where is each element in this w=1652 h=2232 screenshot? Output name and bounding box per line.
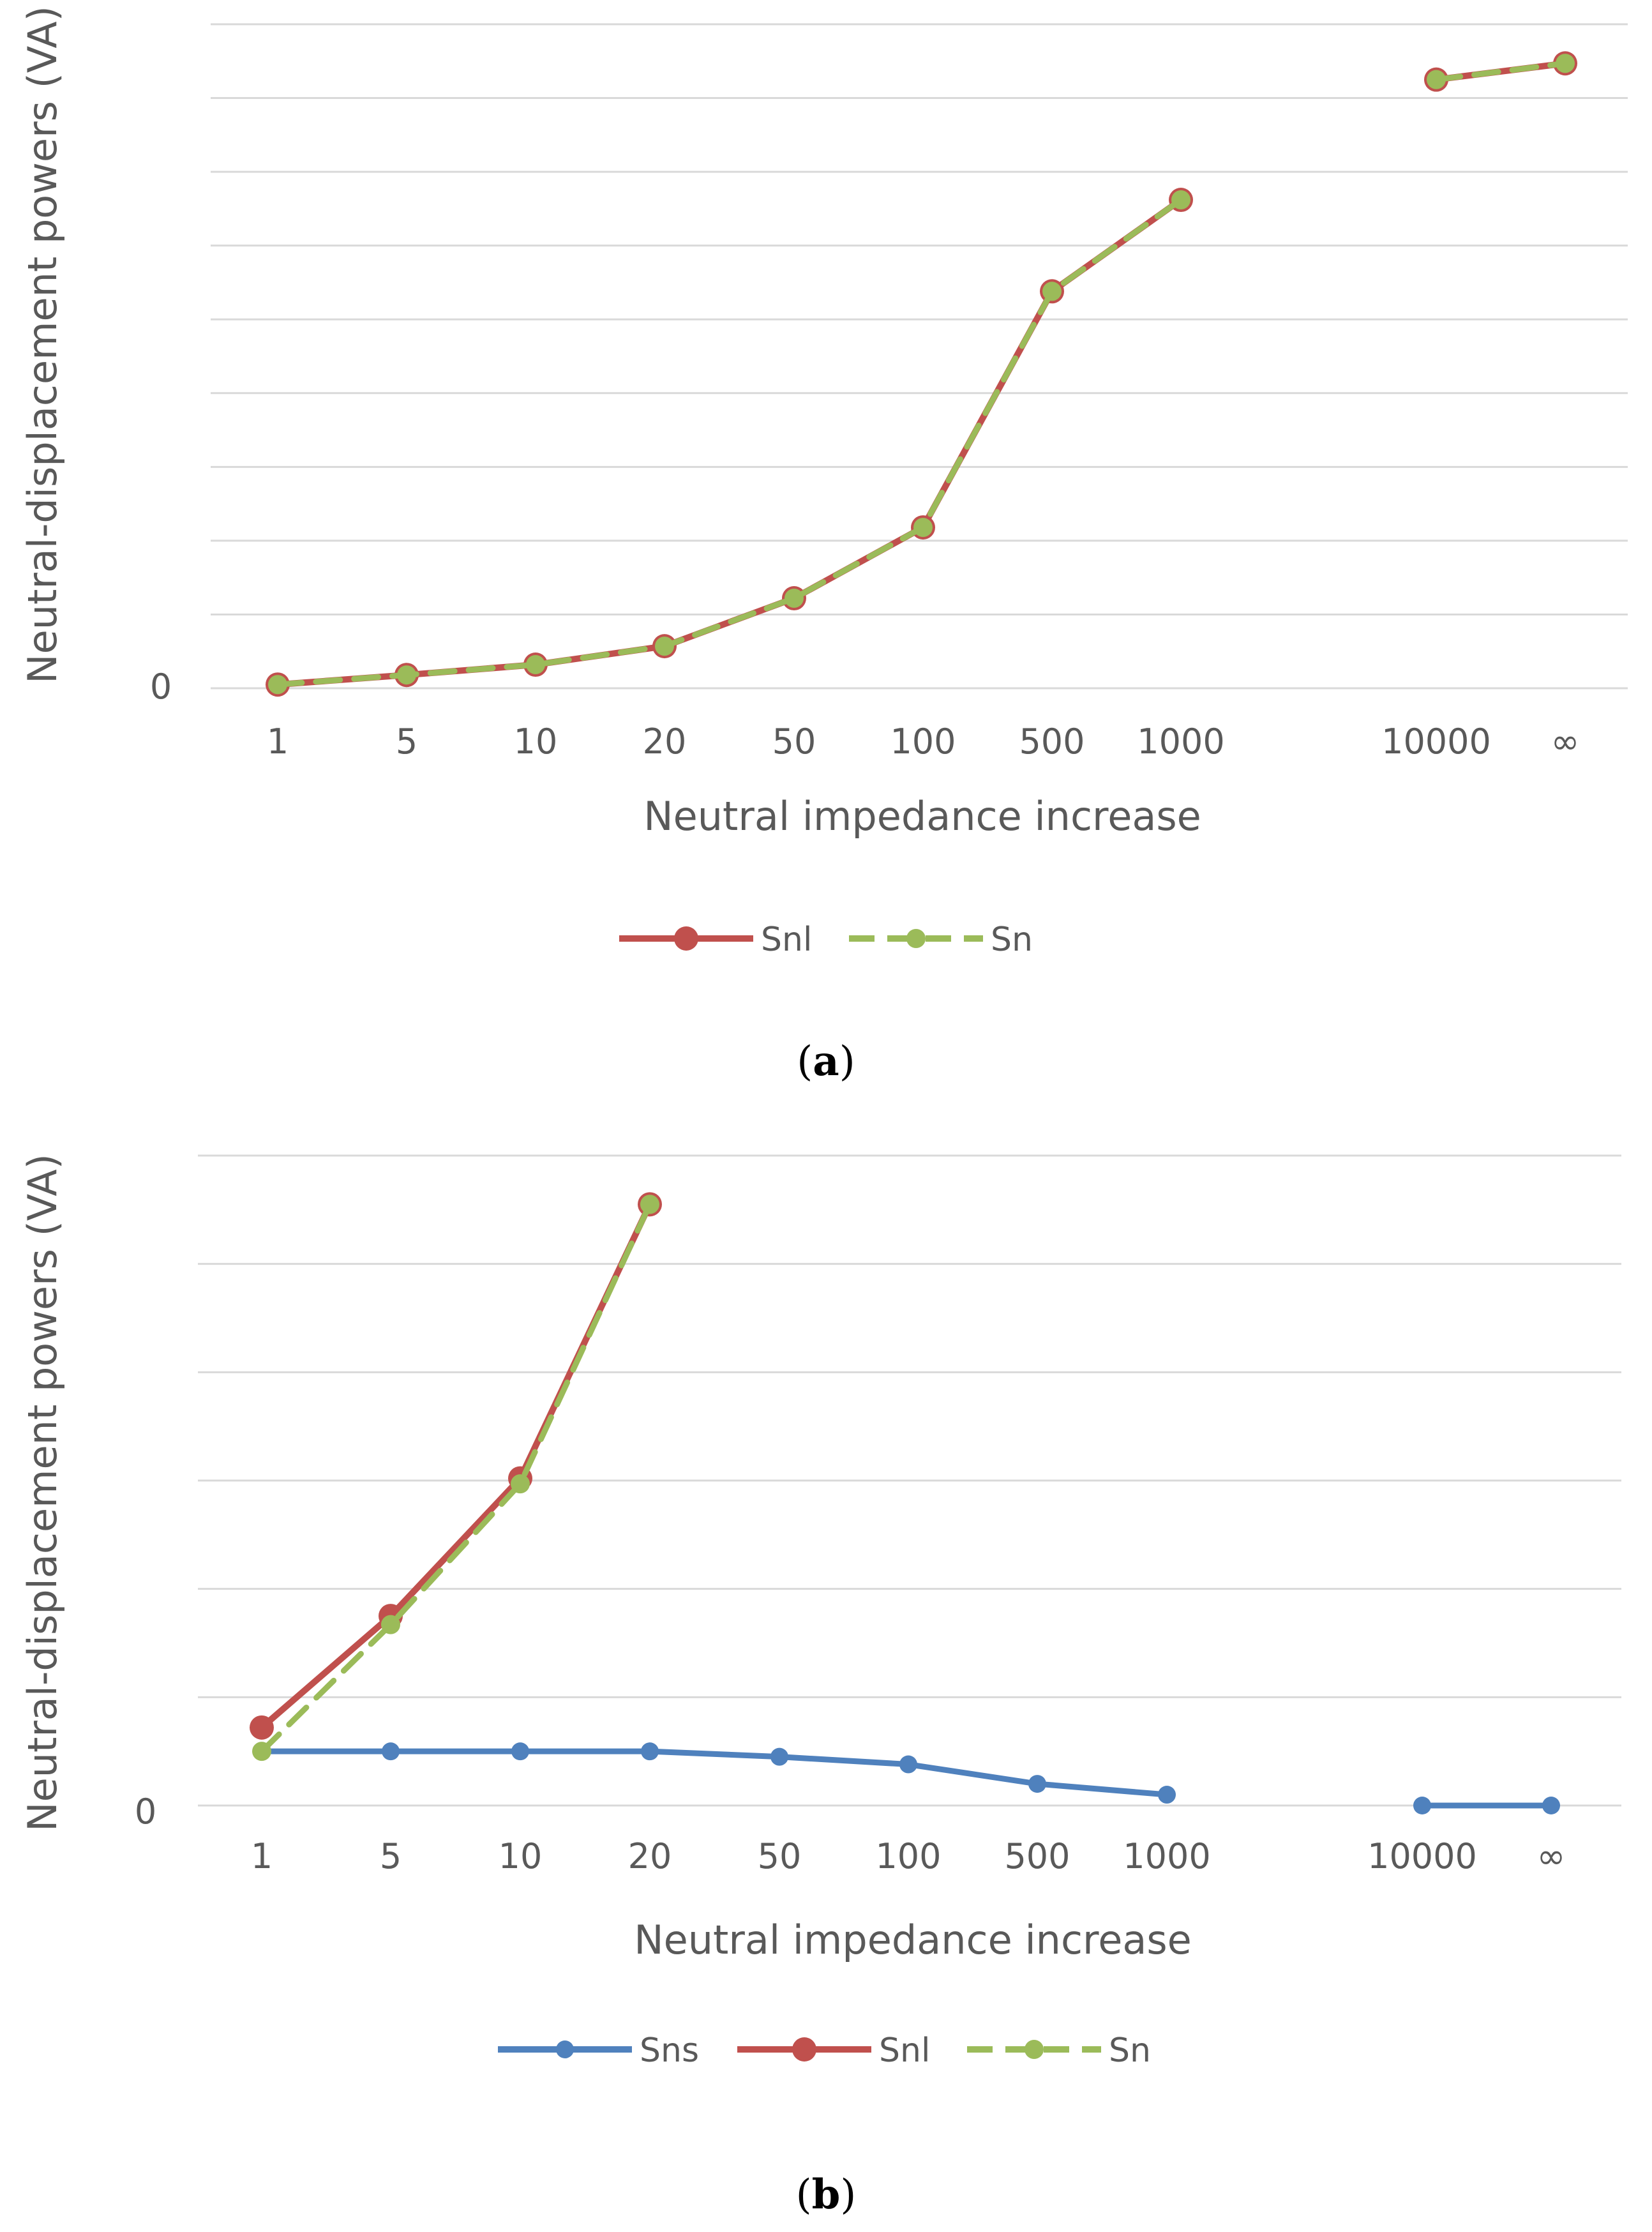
x-tick-label: 1000	[1137, 721, 1224, 762]
chart-panel-b: 0 1 5 10 20 50 100 500 1000 10000 ∞ Neutral-displ…	[19, 1154, 1621, 2070]
x-tick-label: 10	[514, 721, 558, 762]
data-point-sn	[655, 637, 674, 656]
data-point-snl	[250, 1715, 274, 1740]
x-tick-label: 1	[267, 721, 289, 762]
legend: Sns Snl Sn	[498, 2032, 1151, 2070]
series-line-sn	[274, 197, 1184, 688]
legend: Snl Sn	[619, 921, 1033, 959]
series-lines	[266, 51, 1577, 697]
series-line-sn	[1433, 60, 1568, 83]
data-point-sn	[785, 589, 804, 608]
x-tick-label: 500	[1004, 1836, 1070, 1876]
data-point-sn	[268, 675, 287, 695]
data-point-sns	[1542, 1797, 1560, 1814]
x-tick-label: 10000	[1367, 1836, 1477, 1876]
data-point-sn	[640, 1195, 659, 1214]
x-tick-labels: 1 5 10 20 50 100 500 1000 10000 ∞	[251, 1836, 1566, 1876]
data-point-sns	[1028, 1775, 1046, 1793]
x-axis-label: Neutral impedance increase	[643, 793, 1201, 840]
y-axis-label: Neutral-displacement powers (VA)	[19, 6, 66, 684]
legend-item-sn: Sn	[849, 921, 1033, 959]
x-tick-label: 50	[758, 1836, 802, 1876]
legend-label: Sns	[640, 2032, 699, 2070]
series-snl	[250, 1192, 662, 1740]
y-gridlines	[198, 1154, 1621, 1807]
x-axis-label: Neutral impedance increase	[634, 1917, 1192, 1963]
x-tick-label: 1000	[1123, 1836, 1210, 1876]
x-tick-labels: 1 5 10 20 50 100 500 1000 10000 ∞	[267, 721, 1580, 762]
y-tick-label-zero: 0	[150, 667, 172, 707]
legend-label: Snl	[761, 921, 812, 959]
legend-label: Sn	[991, 921, 1033, 959]
series-snl	[266, 51, 1577, 697]
x-tick-label: 5	[396, 721, 417, 762]
series-line-sn	[259, 1201, 653, 1754]
legend-swatch-marker	[1025, 2040, 1044, 2059]
series-lines	[250, 1192, 1560, 1814]
data-point-sns	[1413, 1797, 1431, 1814]
data-point-sn	[1556, 54, 1575, 73]
legend-item-sns: Sns	[498, 2032, 699, 2070]
data-point-sn	[252, 1742, 271, 1761]
data-point-sn	[1042, 282, 1062, 301]
x-tick-label: 20	[628, 1836, 672, 1876]
series-sns	[253, 1742, 1560, 1814]
y-tick-label-zero: 0	[135, 1791, 156, 1832]
chart-panel-a: 0 1 5 10 20 50 100 500 1000 10000 ∞ Neutral-displ…	[19, 6, 1628, 959]
series-line-snl	[274, 197, 1184, 688]
legend-label: Sn	[1109, 2032, 1151, 2070]
data-point-sn	[1171, 190, 1190, 210]
data-point-sns	[511, 1742, 529, 1761]
legend-swatch-marker	[556, 2040, 574, 2058]
x-tick-label: 100	[890, 721, 956, 762]
caption-a: (a)	[797, 1037, 855, 1085]
series-line-sns	[259, 1748, 1170, 1798]
data-point-sns	[770, 1747, 788, 1766]
series-line-snl	[259, 1201, 653, 1731]
x-tick-label: 50	[772, 721, 816, 762]
data-point-sn	[913, 518, 933, 538]
data-point-sn	[381, 1615, 400, 1634]
x-tick-label: ∞	[1537, 1836, 1566, 1876]
legend-label: Snl	[879, 2032, 930, 2070]
x-tick-label: 100	[875, 1836, 941, 1876]
data-point-sn	[511, 1474, 530, 1494]
data-point-sns	[899, 1755, 917, 1774]
x-tick-label: ∞	[1551, 721, 1580, 762]
data-point-sn	[397, 665, 416, 685]
legend-swatch-marker	[906, 929, 926, 948]
legend-swatch-marker	[674, 926, 698, 951]
data-point-sns	[382, 1742, 400, 1761]
x-tick-label: 500	[1019, 721, 1085, 762]
data-point-sn	[526, 655, 545, 675]
legend-item-snl: Snl	[619, 921, 812, 959]
caption-b: (b)	[795, 2171, 857, 2219]
data-point-sn	[1427, 70, 1446, 89]
x-tick-label: 10000	[1381, 721, 1491, 762]
data-point-sns	[1158, 1786, 1176, 1804]
y-axis-label: Neutral-displacement powers (VA)	[19, 1154, 66, 1832]
x-tick-label: 20	[643, 721, 687, 762]
data-point-sns	[641, 1742, 659, 1761]
x-tick-label: 10	[499, 1836, 543, 1876]
x-tick-label: 1	[251, 1836, 273, 1876]
legend-item-snl: Snl	[737, 2032, 930, 2070]
series-sn	[252, 1195, 659, 1761]
series-sn	[268, 54, 1575, 695]
y-gridlines	[211, 23, 1628, 690]
legend-item-sn: Sn	[967, 2032, 1151, 2070]
legend-swatch-marker	[792, 2037, 816, 2062]
x-tick-label: 5	[380, 1836, 402, 1876]
